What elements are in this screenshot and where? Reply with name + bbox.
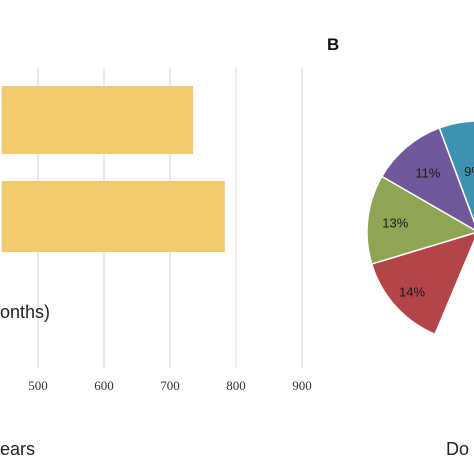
panel-letter-b: B	[327, 35, 339, 54]
x-tick-label: 600	[94, 378, 114, 393]
bar-chart-panel: 500 600 700 800 900 onths) ears	[0, 68, 312, 459]
pie-label: 9%	[464, 164, 474, 179]
bar-2	[1, 181, 225, 252]
pie-slice-13pct	[366, 175, 474, 266]
x-axis-ticks: 500 600 700 800 900	[28, 378, 312, 393]
pie-slice-labels: 9% 11% 13% 14%	[382, 164, 474, 299]
x-tick-label: 700	[160, 378, 180, 393]
pie-label: 14%	[399, 284, 425, 299]
inline-text: onths)	[0, 302, 50, 322]
pie-slice-14pct	[370, 232, 474, 336]
pie-caption-fragment: Do	[446, 439, 469, 459]
x-tick-label: 800	[226, 378, 246, 393]
pie-slices	[366, 120, 474, 336]
bar-1	[1, 86, 194, 154]
x-tick-label: 500	[28, 378, 48, 393]
pie-label: 13%	[382, 215, 408, 230]
x-axis-label-fragment: ears	[0, 439, 35, 459]
x-tick-label: 900	[292, 378, 312, 393]
pie-label: 11%	[415, 166, 440, 181]
bar-series	[1, 86, 225, 252]
pie-chart-panel: B 9% 11% 13% 14% Do	[327, 35, 474, 459]
pie-slice-11pct	[380, 126, 474, 231]
